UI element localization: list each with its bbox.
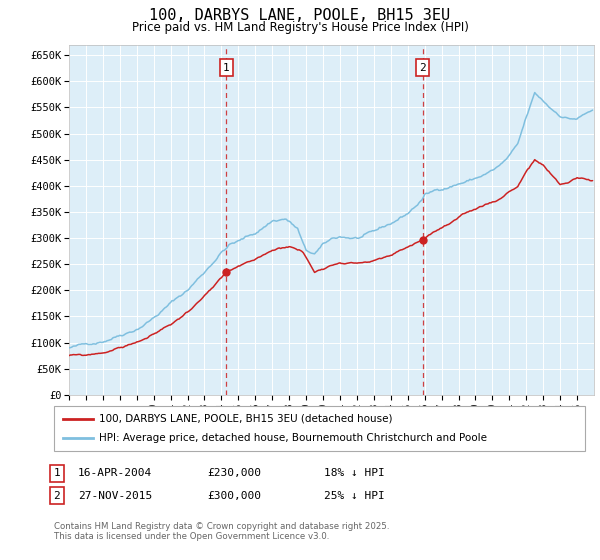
Text: 25% ↓ HPI: 25% ↓ HPI [324,491,385,501]
Text: 27-NOV-2015: 27-NOV-2015 [78,491,152,501]
Text: £300,000: £300,000 [207,491,261,501]
Text: £230,000: £230,000 [207,468,261,478]
Text: HPI: Average price, detached house, Bournemouth Christchurch and Poole: HPI: Average price, detached house, Bour… [99,433,487,444]
Text: 18% ↓ HPI: 18% ↓ HPI [324,468,385,478]
Text: Price paid vs. HM Land Registry's House Price Index (HPI): Price paid vs. HM Land Registry's House … [131,21,469,34]
Text: 2: 2 [53,491,61,501]
Text: 2: 2 [419,63,426,73]
Text: 1: 1 [53,468,61,478]
Text: 100, DARBYS LANE, POOLE, BH15 3EU: 100, DARBYS LANE, POOLE, BH15 3EU [149,8,451,24]
Text: 16-APR-2004: 16-APR-2004 [78,468,152,478]
Text: Contains HM Land Registry data © Crown copyright and database right 2025.
This d: Contains HM Land Registry data © Crown c… [54,522,389,542]
Text: 1: 1 [223,63,230,73]
Text: 100, DARBYS LANE, POOLE, BH15 3EU (detached house): 100, DARBYS LANE, POOLE, BH15 3EU (detac… [99,413,392,423]
